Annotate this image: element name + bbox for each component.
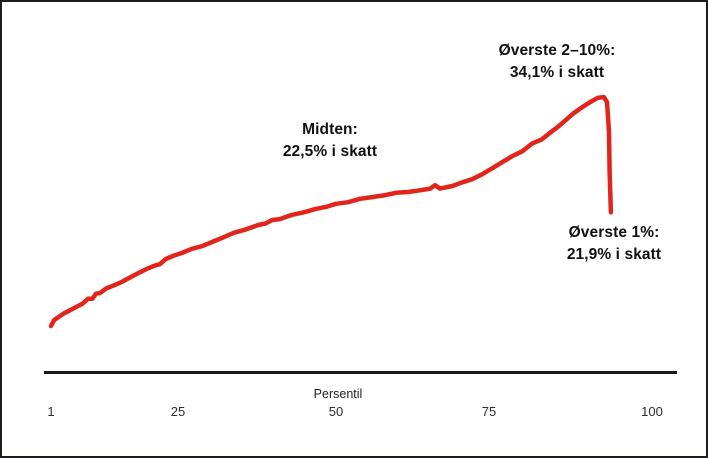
x-tick-label: 75 — [481, 404, 497, 419]
x-tick-label: 25 — [170, 404, 186, 419]
x-tick-label: 50 — [328, 404, 344, 419]
annotation-line: 22,5% i skatt — [282, 143, 378, 160]
x-tick-label: 100 — [641, 404, 663, 419]
annotation-line: Øverste 1%: — [568, 224, 660, 241]
annotation-top-1: Øverste 1%: 21,9% i skatt — [567, 222, 661, 266]
tax-rate-line — [48, 94, 614, 329]
annotation-line: Øverste 2–10%: — [498, 42, 616, 59]
x-axis-title: Persentil — [313, 387, 363, 401]
annotation-line: Midten: — [302, 121, 358, 138]
x-axis-line — [44, 371, 677, 374]
annotation-top-2-10: Øverste 2–10%: 34,1% i skatt — [499, 40, 616, 84]
annotation-line: 21,9% i skatt — [566, 246, 662, 263]
annotation-line: 34,1% i skatt — [509, 64, 605, 81]
x-tick-label: 1 — [47, 404, 55, 419]
annotation-midten: Midten: 22,5% i skatt — [283, 119, 377, 163]
